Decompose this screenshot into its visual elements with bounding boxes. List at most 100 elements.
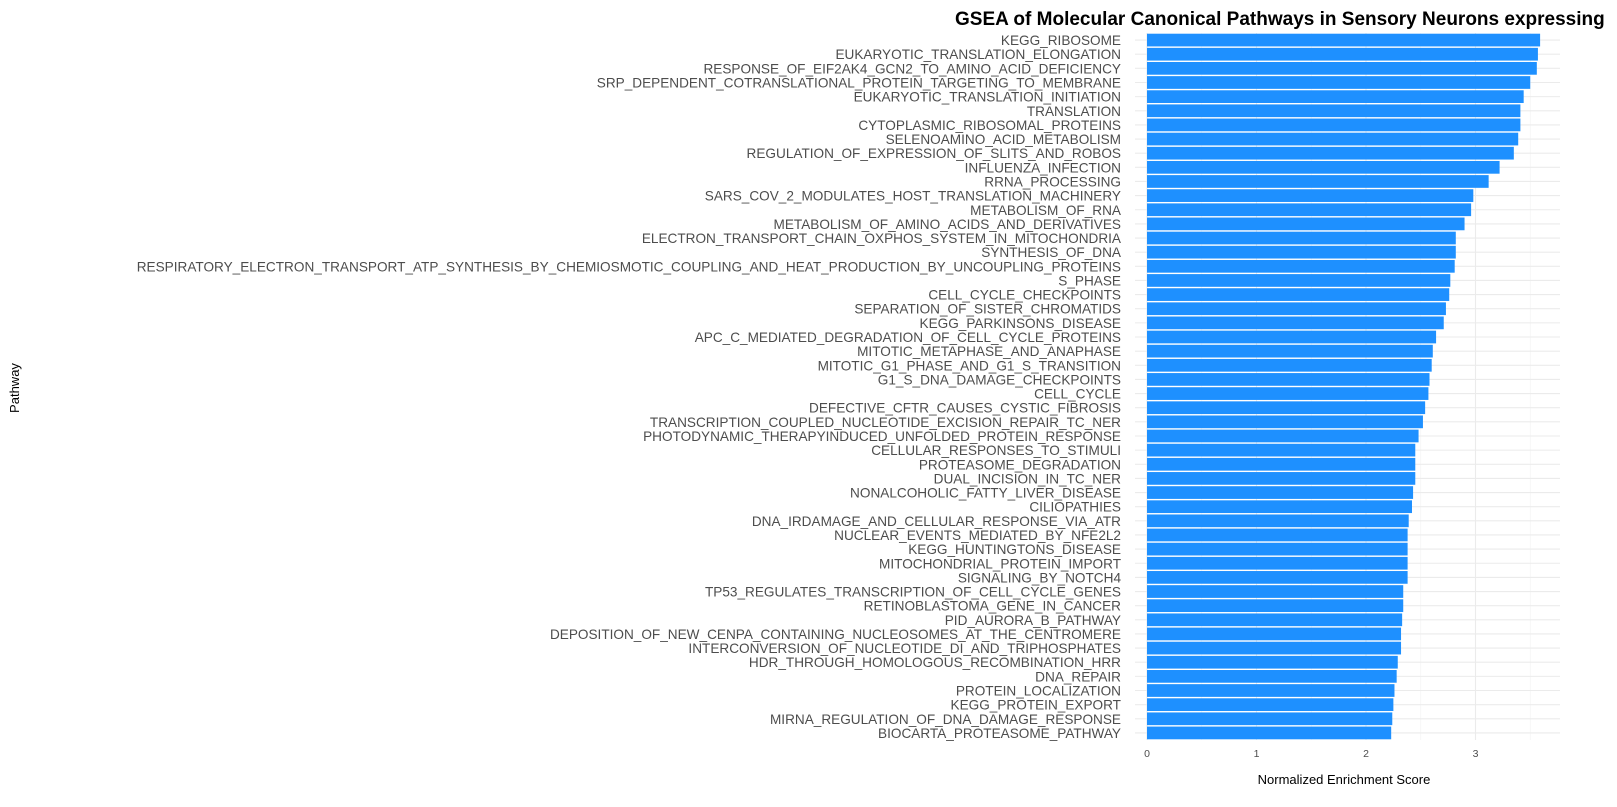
- bar: [1147, 429, 1419, 443]
- bar: [1147, 387, 1429, 400]
- bar: [1147, 330, 1437, 344]
- bar: [1147, 641, 1402, 655]
- category-label: KEGG_HUNTINGTONS_DISEASE: [908, 542, 1121, 557]
- category-label: KEGG_PARKINSONS_DISEASE: [920, 316, 1121, 331]
- bar: [1147, 472, 1416, 485]
- bar: [1147, 217, 1465, 231]
- bar: [1147, 231, 1456, 245]
- category-label: PHOTODYNAMIC_THERAPYINDUCED_UNFOLDED_PRO…: [643, 429, 1121, 444]
- bar: [1147, 457, 1416, 471]
- category-label: INFLUENZA_INFECTION: [965, 160, 1121, 175]
- x-tick-labels: 0 1 2 3: [1144, 748, 1479, 760]
- category-label: INTERCONVERSION_OF_NUCLEOTIDE_DI_AND_TRI…: [688, 641, 1121, 656]
- bar: [1147, 726, 1392, 740]
- bars-group: [1147, 33, 1541, 740]
- category-label: PROTEIN_LOCALIZATION: [956, 684, 1121, 699]
- category-label: KEGG_RIBOSOME: [1001, 33, 1121, 48]
- bar: [1147, 118, 1521, 132]
- category-label: TP53_REGULATES_TRANSCRIPTION_OF_CELL_CYC…: [705, 585, 1121, 600]
- bar: [1147, 712, 1393, 726]
- bar: [1147, 344, 1433, 358]
- bar: [1147, 189, 1474, 202]
- category-label: DEFECTIVE_CFTR_CAUSES_CYSTIC_FIBROSIS: [809, 401, 1121, 416]
- category-label: MITOCHONDRIAL_PROTEIN_IMPORT: [879, 556, 1121, 571]
- bar: [1147, 585, 1404, 598]
- chart-title: GSEA of Molecular Canonical Pathways in …: [955, 9, 1605, 30]
- bar: [1147, 571, 1408, 584]
- category-label: PROTEASOME_DEGRADATION: [919, 457, 1121, 472]
- bar: [1147, 160, 1500, 174]
- bar: [1147, 259, 1455, 273]
- bar: [1147, 401, 1426, 415]
- category-label: RESPIRATORY_ELECTRON_TRANSPORT_ATP_SYNTH…: [137, 259, 1121, 274]
- category-label: RESPONSE_OF_EIF2AK4_GCN2_TO_AMINO_ACID_D…: [703, 61, 1121, 76]
- bar: [1147, 613, 1403, 627]
- bar: [1147, 302, 1446, 316]
- bar: [1147, 500, 1412, 514]
- bar: [1147, 90, 1524, 103]
- bar: [1147, 599, 1404, 613]
- category-label: SIGNALING_BY_NOTCH4: [958, 570, 1122, 585]
- category-label: DNA_REPAIR: [1035, 669, 1121, 684]
- bar: [1147, 698, 1394, 712]
- x-tick-label: 0: [1144, 748, 1150, 760]
- category-label: DUAL_INCISION_IN_TC_NER: [934, 471, 1122, 486]
- bar: [1147, 373, 1430, 386]
- category-label: MIRNA_REGULATION_OF_DNA_DAMAGE_RESPONSE: [770, 712, 1121, 727]
- bar: [1147, 104, 1521, 118]
- bar: [1147, 61, 1537, 75]
- category-label: APC_C_MEDIATED_DEGRADATION_OF_CELL_CYCLE…: [695, 330, 1121, 345]
- category-label: MITOTIC_METAPHASE_AND_ANAPHASE: [857, 344, 1121, 359]
- bar: [1147, 556, 1408, 570]
- category-label: EUKARYOTIC_TRANSLATION_ELONGATION: [835, 47, 1121, 62]
- category-label: PID_AURORA_B_PATHWAY: [945, 613, 1121, 628]
- category-label: HDR_THROUGH_HOMOLOGOUS_RECOMBINATION_HRR: [749, 655, 1121, 670]
- x-tick-label: 3: [1473, 748, 1479, 760]
- category-label: G1_S_DNA_DAMAGE_CHECKPOINTS: [878, 372, 1121, 387]
- category-label: MITOTIC_G1_PHASE_AND_G1_S_TRANSITION: [818, 358, 1121, 373]
- category-label: REGULATION_OF_EXPRESSION_OF_SLITS_AND_RO…: [747, 146, 1121, 161]
- category-label: METABOLISM_OF_AMINO_ACIDS_AND_DERIVATIVE…: [774, 217, 1121, 232]
- category-label: CYTOPLASMIC_RIBOSOMAL_PROTEINS: [858, 118, 1121, 133]
- category-label: BIOCARTA_PROTEASOME_PATHWAY: [878, 726, 1121, 741]
- bar: [1147, 443, 1416, 457]
- bar: [1147, 175, 1489, 188]
- category-label: TRANSLATION: [1027, 104, 1121, 119]
- category-label: S_PHASE: [1058, 273, 1121, 288]
- bar: [1147, 245, 1456, 259]
- bar: [1147, 528, 1408, 542]
- x-tick-label: 1: [1254, 748, 1260, 760]
- category-label: CELL_CYCLE: [1034, 387, 1121, 402]
- bar: [1147, 655, 1398, 669]
- category-label: DNA_IRDAMAGE_AND_CELLULAR_RESPONSE_VIA_A…: [752, 514, 1121, 529]
- bar: [1147, 288, 1450, 301]
- category-labels: KEGG_RIBOSOMEEUKARYOTIC_TRANSLATION_ELON…: [137, 33, 1122, 741]
- category-label: NONALCOHOLIC_FATTY_LIVER_DISEASE: [850, 486, 1121, 501]
- category-label: DEPOSITION_OF_NEW_CENPA_CONTAINING_NUCLE…: [550, 627, 1121, 642]
- bar: [1147, 47, 1538, 61]
- bar: [1147, 33, 1541, 47]
- category-label: SRP_DEPENDENT_COTRANSLATIONAL_PROTEIN_TA…: [597, 75, 1121, 90]
- bar: [1147, 203, 1472, 217]
- bar: [1147, 76, 1531, 89]
- y-axis-title: Pathway: [7, 363, 22, 413]
- x-tick-label: 2: [1363, 748, 1369, 760]
- bar: [1147, 316, 1444, 330]
- bar: [1147, 358, 1432, 372]
- bar: [1147, 486, 1414, 499]
- category-label: ELECTRON_TRANSPORT_CHAIN_OXPHOS_SYSTEM_I…: [642, 231, 1122, 246]
- bar: [1147, 514, 1409, 528]
- category-label: CELL_CYCLE_CHECKPOINTS: [928, 288, 1121, 303]
- bar: [1147, 274, 1451, 287]
- category-label: SEPARATION_OF_SISTER_CHROMATIDS: [854, 302, 1121, 317]
- category-label: KEGG_PROTEIN_EXPORT: [951, 698, 1121, 713]
- category-label: METABOLISM_OF_RNA: [970, 203, 1122, 218]
- category-label: SELENOAMINO_ACID_METABOLISM: [886, 132, 1121, 147]
- category-label: TRANSCRIPTION_COUPLED_NUCLEOTIDE_EXCISIO…: [650, 415, 1121, 430]
- category-label: RRNA_PROCESSING: [984, 174, 1121, 189]
- category-label: SYNTHESIS_OF_DNA: [981, 245, 1122, 260]
- bar: [1147, 415, 1423, 429]
- category-label: SARS_COV_2_MODULATES_HOST_TRANSLATION_MA…: [705, 189, 1121, 204]
- category-label: CILIOPATHIES: [1029, 500, 1121, 515]
